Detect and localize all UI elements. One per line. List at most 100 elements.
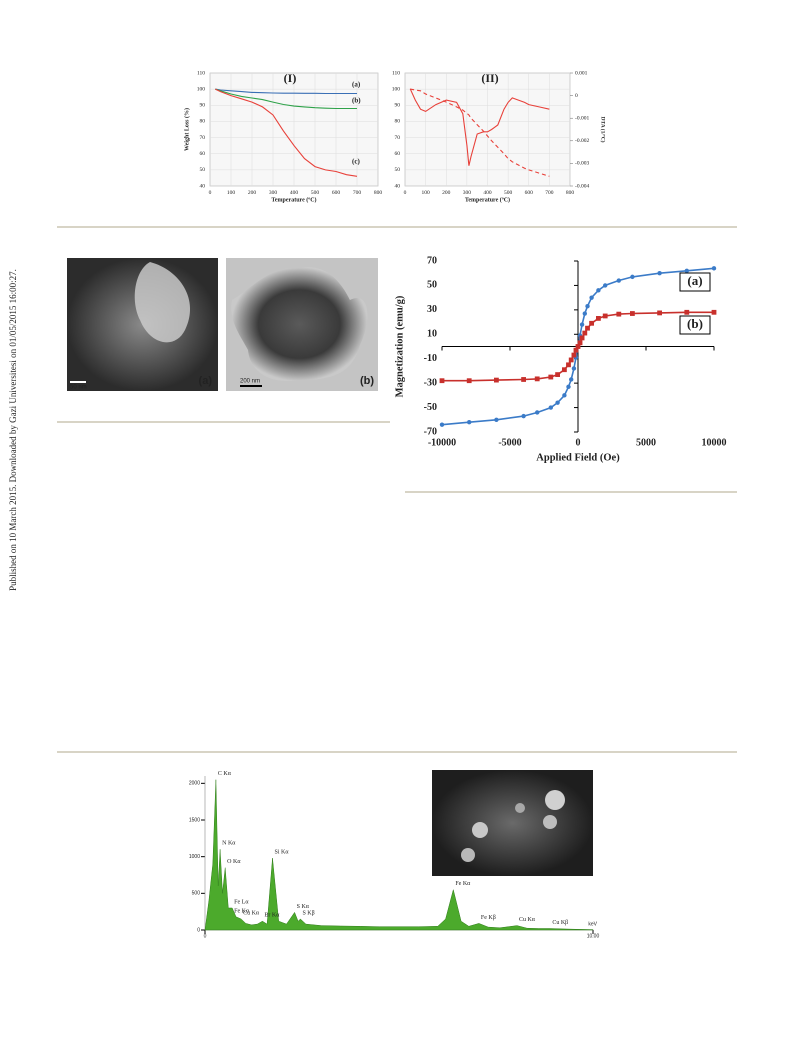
point bbox=[711, 266, 717, 271]
y-tick-label: 100 bbox=[392, 86, 401, 92]
sem-particle bbox=[515, 803, 525, 813]
y-tick-label: 50 bbox=[200, 167, 206, 173]
tem-texture bbox=[134, 262, 191, 343]
point bbox=[568, 357, 574, 363]
peak-label: C Kα bbox=[218, 771, 232, 777]
x-tick-label: 100 bbox=[227, 190, 236, 196]
x-tick-label: 0 bbox=[204, 933, 207, 939]
y-tick-label: -70 bbox=[424, 426, 437, 437]
x-axis-label: Temperature (ºC) bbox=[465, 197, 510, 204]
x-tick-label: 100 bbox=[422, 190, 431, 196]
series-line bbox=[215, 88, 357, 95]
point bbox=[439, 378, 445, 384]
point bbox=[562, 393, 567, 398]
sem-inset bbox=[432, 770, 593, 876]
x-tick-label: 600 bbox=[525, 190, 534, 196]
peak-label: Br Kα bbox=[264, 913, 280, 919]
point bbox=[521, 413, 526, 419]
y-tick-label: 110 bbox=[197, 70, 205, 76]
sem-particle bbox=[545, 790, 565, 810]
peak-label: Cu Kβ bbox=[552, 920, 568, 926]
y-tick-label: 90 bbox=[200, 103, 206, 109]
x-tick-label: 600 bbox=[332, 190, 341, 196]
peak-label: Fe Kα bbox=[455, 881, 471, 887]
side-note: Published on 10 March 2015. Downloaded b… bbox=[8, 269, 18, 591]
scale-bar-label: 50 nm bbox=[70, 385, 87, 391]
point bbox=[657, 271, 662, 276]
x-axis-label: keV bbox=[588, 921, 597, 927]
x-tick-label: 5000 bbox=[636, 437, 656, 448]
point bbox=[596, 288, 601, 293]
y-tick-label: 0 bbox=[197, 927, 200, 933]
point bbox=[494, 417, 499, 422]
point bbox=[585, 303, 590, 309]
x-axis-label: Temperature (ºC) bbox=[271, 197, 316, 204]
y-tick-label: -10 bbox=[424, 353, 437, 364]
x-tick-label: 300 bbox=[463, 190, 472, 196]
x-tick-label: 10000 bbox=[702, 437, 727, 448]
x-tick-label: 0 bbox=[576, 437, 581, 448]
x-tick-label: 700 bbox=[353, 190, 362, 196]
sem-particle bbox=[461, 848, 475, 862]
point bbox=[566, 362, 571, 368]
x-tick-label: 500 bbox=[504, 190, 513, 196]
x-tick-label: 400 bbox=[483, 190, 492, 196]
y2-tick-label: 0 bbox=[575, 93, 578, 99]
point bbox=[684, 268, 689, 273]
point bbox=[562, 367, 567, 373]
y-tick-label: 60 bbox=[200, 151, 206, 157]
peak-label: S Kβ bbox=[302, 910, 314, 916]
y-tick-label: 60 bbox=[395, 151, 401, 157]
point bbox=[521, 377, 526, 382]
series-label: (b) bbox=[687, 316, 703, 331]
point bbox=[566, 384, 571, 390]
spectrum-area bbox=[204, 779, 594, 931]
y-tick-label: 70 bbox=[427, 255, 437, 266]
x-tick-label: -5000 bbox=[498, 437, 521, 448]
point bbox=[616, 311, 622, 317]
point bbox=[534, 376, 540, 382]
point bbox=[569, 377, 574, 382]
point bbox=[573, 347, 579, 353]
series-label: (a) bbox=[687, 273, 702, 288]
series-label: (c) bbox=[352, 158, 360, 166]
point bbox=[571, 352, 577, 358]
y-axis-label: Magnetization (emu/g) bbox=[394, 295, 405, 397]
point bbox=[555, 400, 560, 405]
x-tick-label: 200 bbox=[248, 190, 257, 196]
series-line bbox=[410, 88, 550, 177]
series-label-box bbox=[679, 272, 711, 292]
peak-label: Fe Lα bbox=[234, 899, 249, 905]
x-tick-label: 400 bbox=[290, 190, 299, 196]
y-tick-label: 1500 bbox=[189, 817, 200, 823]
y2-tick-label: -0.001 bbox=[575, 115, 589, 121]
point bbox=[548, 374, 554, 380]
y2-tick-label: -0.003 bbox=[575, 161, 589, 167]
peak-label: Si Kα bbox=[275, 850, 290, 856]
y2-axis-label: DTA (1/ºC) bbox=[600, 116, 607, 142]
point bbox=[439, 422, 445, 427]
panel-label: (b) bbox=[360, 375, 374, 387]
y2-tick-label: -0.004 bbox=[575, 183, 589, 189]
x-tick-label: 200 bbox=[442, 190, 451, 196]
sem-particle bbox=[472, 822, 488, 838]
point bbox=[579, 335, 585, 341]
y-tick-label: 10 bbox=[427, 329, 437, 340]
x-tick-label: -10000 bbox=[428, 437, 456, 448]
point bbox=[494, 377, 499, 383]
point bbox=[548, 405, 553, 410]
scale-bar-label: 200 nm bbox=[240, 379, 260, 385]
tem-particle bbox=[231, 267, 368, 382]
x-tick-label: 10.00 bbox=[587, 933, 600, 939]
point bbox=[630, 311, 635, 316]
point bbox=[602, 313, 608, 319]
chart-title: (I) bbox=[284, 71, 297, 85]
y-tick-label: 70 bbox=[200, 135, 206, 141]
point bbox=[577, 340, 583, 346]
peak-label: N Kα bbox=[222, 841, 236, 847]
point bbox=[589, 320, 594, 326]
y-tick-label: 50 bbox=[395, 167, 401, 173]
point bbox=[630, 274, 635, 280]
y-tick-label: 40 bbox=[200, 183, 206, 189]
